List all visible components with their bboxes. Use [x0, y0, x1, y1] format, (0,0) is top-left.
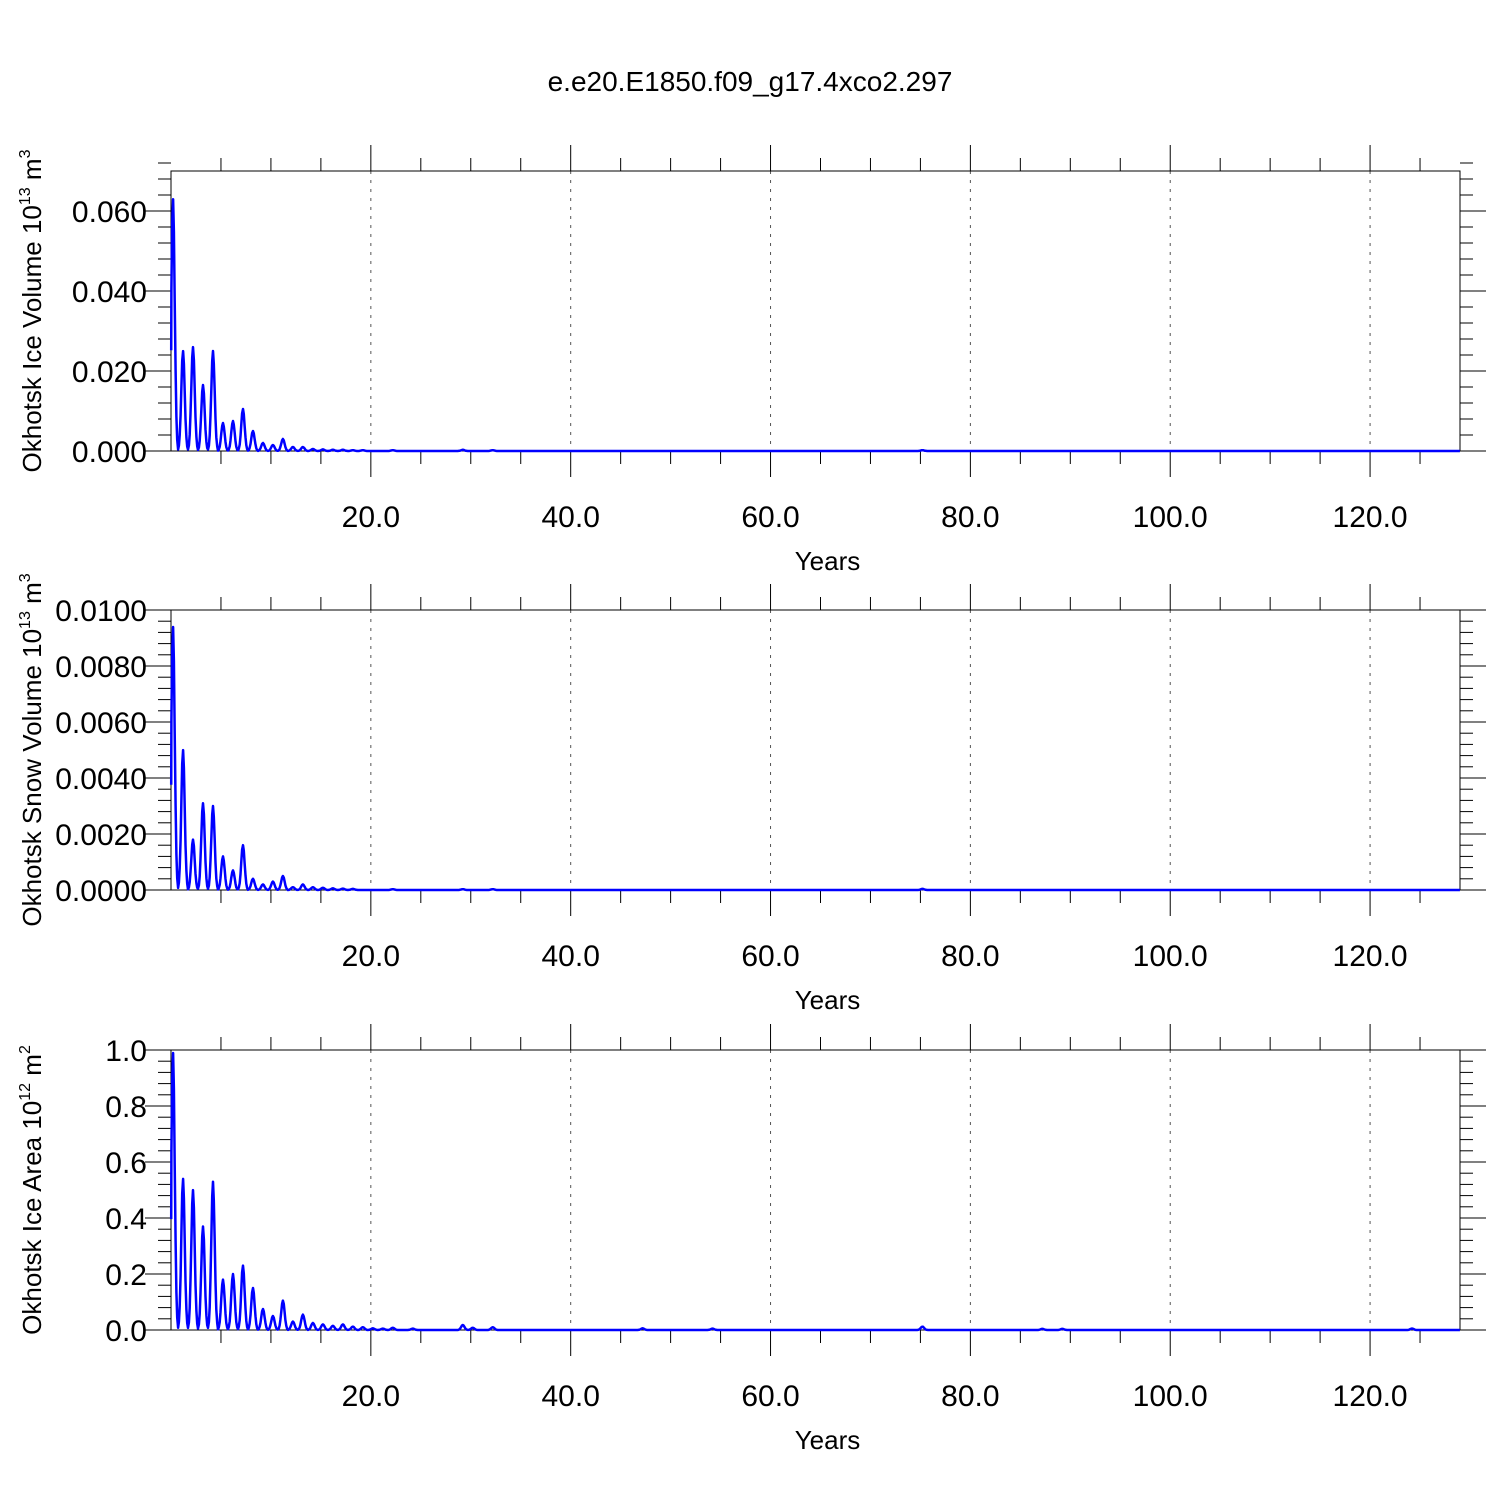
x-tick-label: 60.0: [741, 501, 799, 534]
x-tick-label: 100.0: [1133, 940, 1208, 973]
y-tick-label: 0.0: [105, 1315, 147, 1348]
x-tick-label: 20.0: [342, 501, 400, 534]
y-tick-label: 0.0040: [55, 763, 147, 796]
x-axis-label: Years: [795, 546, 861, 576]
x-tick-label: 60.0: [741, 1380, 799, 1413]
y-tick-label: 0.020: [72, 356, 147, 389]
y-tick-label: 0.0080: [55, 651, 147, 684]
x-tick-label: 60.0: [741, 940, 799, 973]
y-tick-label: 0.8: [105, 1091, 147, 1124]
x-tick-label: 100.0: [1133, 1380, 1208, 1413]
y-tick-label: 0.000: [72, 436, 147, 469]
series-line: [169, 197, 1461, 453]
plot-frame: [170, 170, 1461, 452]
y-tick-label: 0.6: [105, 1147, 147, 1180]
series-line: [169, 1051, 1461, 1332]
x-tick-label: 40.0: [541, 1380, 599, 1413]
chart-panel-2: 0.0000 0.0020 0.0040 0.0060 0.0080 0.0100 20.0…: [17, 573, 1486, 1015]
x-tick-label: 40.0: [541, 501, 599, 534]
y-tick-label: 0.0000: [55, 875, 147, 908]
x-tick-label: 80.0: [941, 1380, 999, 1413]
x-tick-label: 80.0: [941, 940, 999, 973]
x-tick-label: 80.0: [941, 501, 999, 534]
y-tick-label: 0.4: [105, 1203, 147, 1236]
x-tick-label: 20.0: [342, 940, 400, 973]
x-tick-label: 120.0: [1333, 501, 1408, 534]
y-tick-label: 0.0020: [55, 819, 147, 852]
y-tick-label: 0.040: [72, 276, 147, 309]
y-tick-label: 0.0100: [55, 595, 147, 628]
y-axis-label: Okhotsk Ice Volume 1013 m3: [17, 149, 47, 472]
figure-title: e.e20.E1850.f09_g17.4xco2.297: [547, 66, 953, 97]
y-tick-label: 0.060: [72, 196, 147, 229]
chart-panel-3: 0.0 0.2 0.4 0.6 0.8 1.0 20.0 40.0 60.0 80.0 100.0 1…: [17, 1024, 1486, 1455]
plot-frame: [170, 609, 1461, 891]
x-tick-label: 20.0: [342, 1380, 400, 1413]
chart-panel-1: 0.000 0.020 0.040 0.060 20.0 40.0 60.0 80.0 100.…: [17, 145, 1486, 576]
plot-frame: [170, 1049, 1461, 1331]
x-tick-label: 120.0: [1333, 940, 1408, 973]
x-axis-label: Years: [795, 1425, 861, 1455]
y-tick-label: 0.2: [105, 1259, 147, 1292]
series-line: [169, 625, 1461, 892]
y-axis-label: Okhotsk Ice Area 1012 m2: [17, 1045, 47, 1335]
y-tick-label: 0.0060: [55, 707, 147, 740]
x-tick-label: 40.0: [541, 940, 599, 973]
y-tick-label: 1.0: [105, 1035, 147, 1068]
x-axis-label: Years: [795, 985, 861, 1015]
x-tick-label: 120.0: [1333, 1380, 1408, 1413]
x-tick-label: 100.0: [1133, 501, 1208, 534]
y-axis-label: Okhotsk Snow Volume 1013 m3: [17, 573, 47, 926]
